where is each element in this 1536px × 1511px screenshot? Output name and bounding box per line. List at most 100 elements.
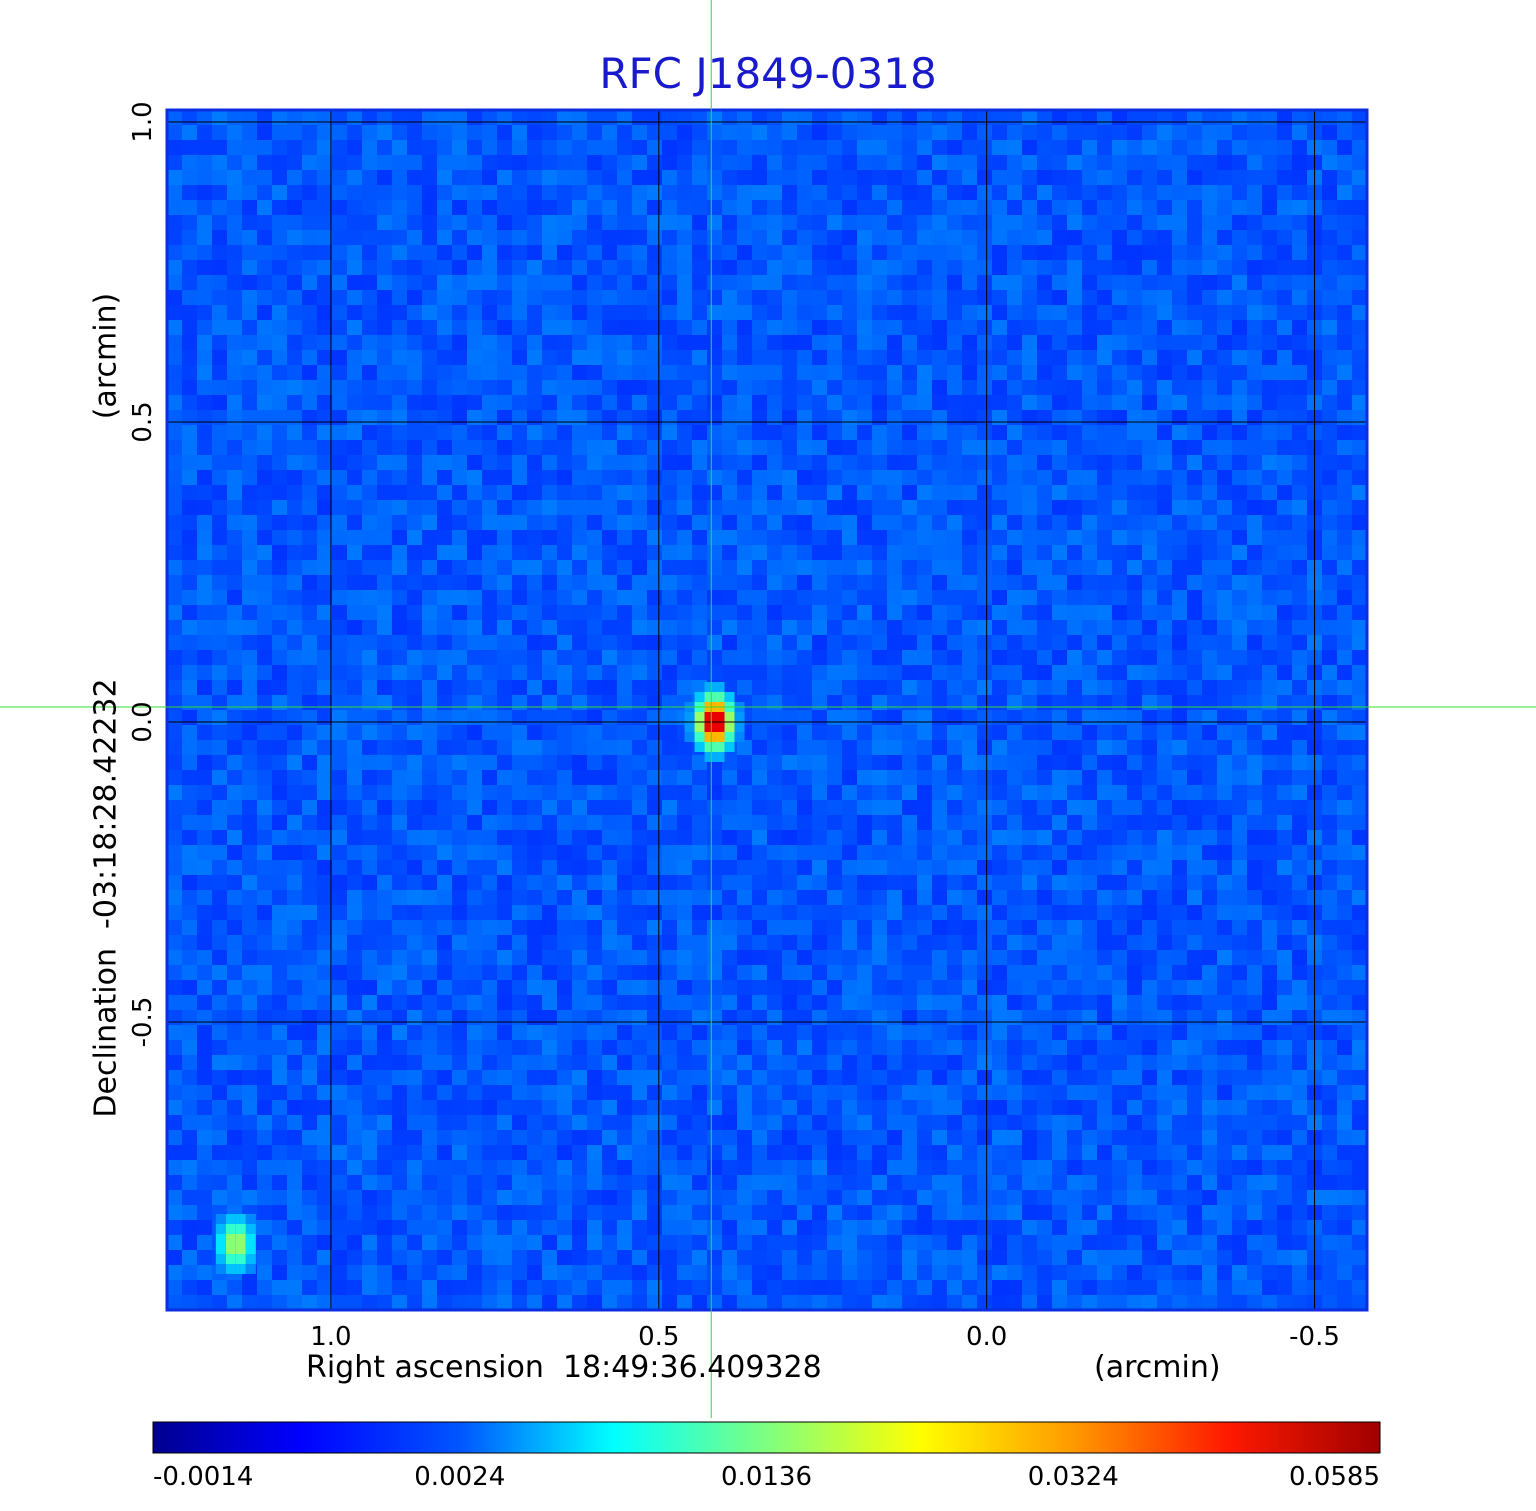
map-cell: [1007, 425, 1022, 440]
map-cell: [527, 530, 542, 545]
map-cell: [1187, 560, 1202, 575]
map-cell: [1172, 725, 1187, 740]
map-cell: [767, 935, 782, 950]
map-cell: [827, 695, 842, 710]
map-cell: [422, 650, 437, 665]
map-cell: [182, 215, 197, 230]
map-cell: [722, 785, 737, 800]
map-cell: [287, 110, 302, 125]
map-cell: [962, 290, 977, 305]
map-cell: [587, 830, 602, 845]
map-cell: [197, 125, 212, 140]
map-cell: [167, 965, 182, 980]
map-cell: [227, 590, 242, 605]
map-cell: [752, 305, 767, 320]
map-cell: [557, 950, 572, 965]
map-cell: [1142, 860, 1157, 875]
map-cell: [182, 125, 197, 140]
map-cell: [1322, 290, 1337, 305]
map-cell: [977, 920, 992, 935]
map-cell: [947, 800, 962, 815]
map-cell: [1067, 935, 1082, 950]
map-cell: [1127, 845, 1142, 860]
map-cell: [167, 605, 182, 620]
map-cell: [242, 125, 257, 140]
map-cell: [1262, 620, 1277, 635]
map-cell: [977, 515, 992, 530]
map-cell: [1157, 935, 1172, 950]
map-cell: [632, 350, 647, 365]
map-cell: [842, 365, 857, 380]
map-cell: [347, 980, 362, 995]
map-cell: [602, 890, 617, 905]
map-cell: [392, 200, 407, 215]
map-cell: [1292, 155, 1307, 170]
map-cell: [767, 245, 782, 260]
map-cell: [797, 590, 812, 605]
map-cell: [602, 965, 617, 980]
map-cell: [467, 950, 482, 965]
map-cell: [167, 440, 182, 455]
map-cell: [362, 770, 377, 785]
map-cell: [302, 110, 317, 125]
map-cell: [272, 260, 287, 275]
map-cell: [872, 275, 887, 290]
map-cell: [182, 920, 197, 935]
map-cell: [707, 830, 722, 845]
map-cell: [887, 470, 902, 485]
map-cell: [842, 455, 857, 470]
map-cell: [1127, 605, 1142, 620]
map-cell: [377, 920, 392, 935]
map-cell: [182, 560, 197, 575]
map-cell: [272, 440, 287, 455]
map-cell: [1142, 470, 1157, 485]
map-cell: [1217, 365, 1232, 380]
map-cell: [302, 1040, 317, 1055]
map-cell: [947, 875, 962, 890]
map-cell: [1352, 950, 1367, 965]
map-cell: [1142, 485, 1157, 500]
map-cell: [902, 245, 917, 260]
map-cell: [1322, 845, 1337, 860]
map-cell: [977, 605, 992, 620]
map-cell: [317, 455, 332, 470]
map-cell: [242, 680, 257, 695]
map-cell: [647, 1010, 662, 1025]
map-cell: [1082, 140, 1097, 155]
map-cell: [422, 545, 437, 560]
map-cell: [1292, 680, 1307, 695]
map-cell: [1067, 380, 1082, 395]
map-cell: [872, 215, 887, 230]
map-cell: [947, 620, 962, 635]
map-cell: [1217, 155, 1232, 170]
map-cell: [227, 290, 242, 305]
map-cell: [962, 425, 977, 440]
map-cell: [662, 890, 677, 905]
map-cell: [662, 185, 677, 200]
map-cell: [287, 860, 302, 875]
map-cell: [557, 350, 572, 365]
map-cell: [317, 800, 332, 815]
map-cell: [422, 725, 437, 740]
map-cell: [227, 860, 242, 875]
map-cell: [1142, 380, 1157, 395]
map-cell: [452, 920, 467, 935]
map-cell: [692, 590, 707, 605]
map-cell: [1322, 350, 1337, 365]
map-cell: [797, 260, 812, 275]
map-cell: [452, 215, 467, 230]
map-cell: [767, 260, 782, 275]
map-cell: [692, 470, 707, 485]
map-cell: [1067, 650, 1082, 665]
map-cell: [1262, 530, 1277, 545]
map-cell: [1217, 1025, 1232, 1040]
map-cell: [572, 920, 587, 935]
map-cell: [212, 230, 227, 245]
map-cell: [947, 440, 962, 455]
map-cell: [1007, 695, 1022, 710]
map-cell: [602, 710, 617, 725]
map-cell: [1112, 860, 1127, 875]
map-cell: [1247, 665, 1262, 680]
map-cell: [662, 680, 677, 695]
map-cell: [872, 350, 887, 365]
